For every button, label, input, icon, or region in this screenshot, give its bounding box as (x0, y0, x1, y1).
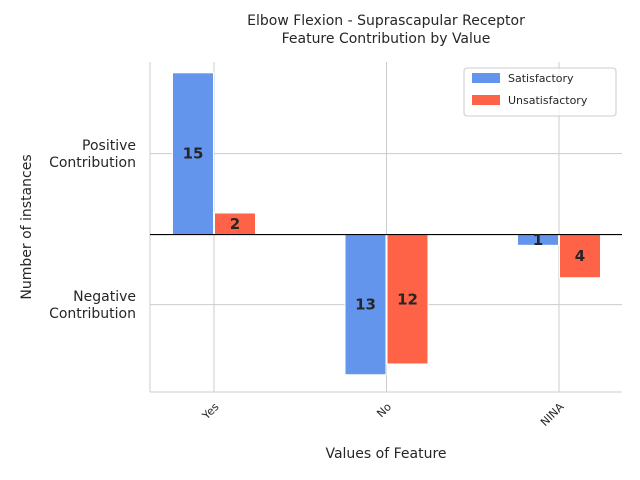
bar-unsatisfactory-nina (559, 234, 601, 279)
bar-value-label: 4 (575, 247, 585, 265)
bar-value-label: 15 (183, 145, 204, 163)
bar-value-label: 12 (397, 290, 418, 308)
legend[interactable]: Satisfactory Unsatisfactory (463, 67, 617, 117)
bar-satisfactory-yes (172, 72, 214, 236)
axes (149, 62, 622, 393)
bar-value-label: 13 (355, 296, 376, 314)
chart-title: Elbow Flexion - Suprascapular Receptor (247, 13, 525, 29)
legend-swatch (472, 73, 500, 83)
bar-satisfactory-no (344, 234, 387, 376)
y-tick-label: Positive Contribution (49, 138, 136, 171)
bars (172, 72, 601, 376)
bar-unsatisfactory-no (386, 234, 429, 365)
legend-entry-satisfactory[interactable]: Satisfactory (508, 72, 574, 85)
legend-swatch (472, 95, 500, 105)
x-axis-label: Values of Feature (325, 446, 446, 462)
y-axis-label: Number of instances (19, 154, 35, 299)
legend-entry-unsatisfactory[interactable]: Unsatisfactory (508, 94, 588, 107)
chart-title: Feature Contribution by Value (282, 31, 491, 47)
bar-value-label: 1 (533, 231, 543, 249)
legend-box (463, 67, 617, 117)
y-tick-label: Negative Contribution (49, 289, 136, 322)
bar-value-label: 2 (230, 215, 240, 233)
